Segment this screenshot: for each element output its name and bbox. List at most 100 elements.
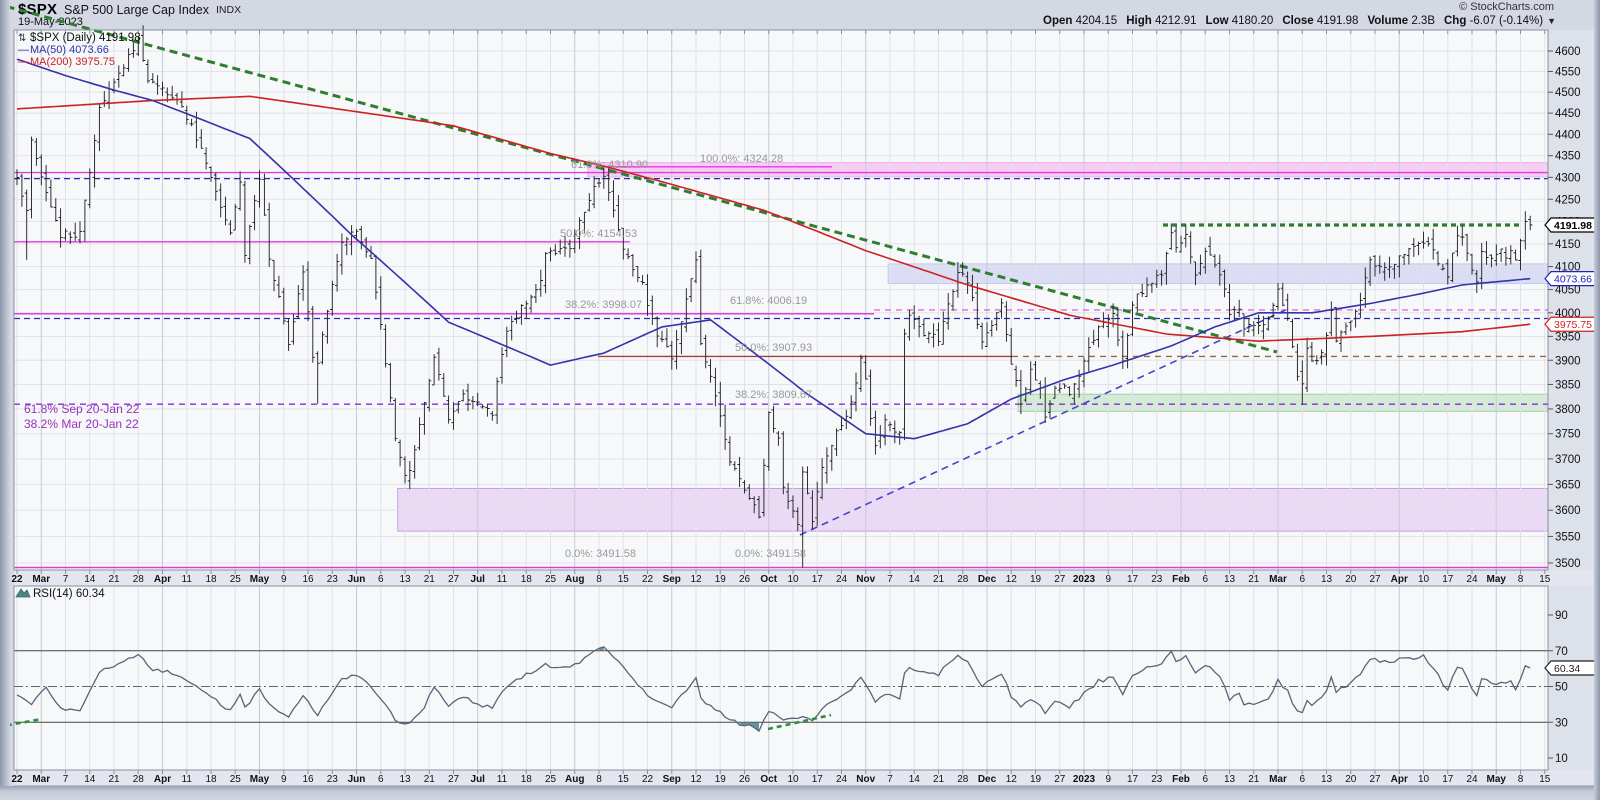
- svg-text:30: 30: [1555, 717, 1568, 729]
- svg-text:6: 6: [1299, 774, 1305, 785]
- svg-text:21: 21: [424, 574, 436, 585]
- svg-text:Jun: Jun: [348, 774, 366, 785]
- svg-text:17: 17: [1442, 774, 1454, 785]
- volume-value: 2.3B: [1411, 15, 1435, 27]
- svg-text:13: 13: [399, 774, 411, 785]
- svg-text:25: 25: [230, 574, 242, 585]
- rsi-trend-segment: [0, 717, 43, 728]
- svg-text:14: 14: [909, 774, 921, 785]
- svg-text:24: 24: [1466, 574, 1478, 585]
- svg-text:Dec: Dec: [978, 774, 997, 785]
- svg-text:21: 21: [933, 774, 945, 785]
- svg-text:2023: 2023: [1073, 574, 1096, 585]
- exchange-label: INDX: [216, 4, 242, 16]
- svg-text:61.8%: 4310.90: 61.8%: 4310.90: [571, 159, 648, 171]
- svg-text:10: 10: [1418, 774, 1430, 785]
- ma200-legend: MA(200) 3975.75: [30, 56, 115, 68]
- symbol-label[interactable]: $SPX: [18, 1, 58, 18]
- svg-text:Jul: Jul: [471, 774, 486, 785]
- svg-text:8: 8: [1518, 574, 1524, 585]
- svg-text:—: —: [18, 56, 29, 68]
- svg-text:3650: 3650: [1555, 479, 1581, 491]
- svg-text:Apr: Apr: [1391, 774, 1408, 785]
- svg-text:3800: 3800: [1555, 404, 1581, 416]
- svg-text:28: 28: [957, 774, 969, 785]
- chart-date: 19-May-2023: [18, 16, 83, 28]
- svg-text:27: 27: [1369, 574, 1381, 585]
- fibonacci-lines: [14, 166, 1548, 569]
- svg-text:4350: 4350: [1555, 151, 1581, 163]
- svg-text:3900: 3900: [1555, 355, 1581, 367]
- svg-text:23: 23: [327, 774, 339, 785]
- svg-text:Aug: Aug: [565, 774, 584, 785]
- rsi-pane: [0, 646, 1548, 733]
- quote-strip: Open 4204.15 High 4212.91 Low 4180.20 Close…: [1034, 15, 1556, 27]
- copyright: © StockCharts.com: [1459, 1, 1554, 13]
- svg-text:4191.98: 4191.98: [1554, 220, 1592, 232]
- svg-text:10: 10: [1418, 574, 1430, 585]
- main-legend: ⇅ $SPX (Daily) 4191.98— MA(50) 4073.66— MA(…: [18, 32, 141, 68]
- left-edge-shade: [0, 0, 10, 800]
- svg-text:18: 18: [205, 574, 217, 585]
- svg-text:Nov: Nov: [856, 774, 875, 785]
- open-value: 4204.15: [1075, 15, 1118, 27]
- svg-text:28: 28: [957, 574, 969, 585]
- svg-text:22: 22: [642, 774, 654, 785]
- svg-text:9: 9: [1105, 774, 1111, 785]
- chg-value: -6.07 (-0.14%): [1469, 15, 1544, 27]
- svg-text:27: 27: [448, 774, 460, 785]
- svg-text:22: 22: [642, 574, 654, 585]
- svg-text:17: 17: [1127, 574, 1139, 585]
- svg-text:Feb: Feb: [1172, 774, 1190, 785]
- svg-text:4400: 4400: [1555, 129, 1581, 141]
- svg-text:27: 27: [1369, 774, 1381, 785]
- svg-text:7: 7: [887, 574, 893, 585]
- svg-text:Sep: Sep: [663, 574, 681, 585]
- svg-text:16: 16: [302, 774, 314, 785]
- ma50-line: [16, 58, 1531, 440]
- svg-text:50.0%: 3907.93: 50.0%: 3907.93: [735, 342, 812, 354]
- svg-text:11: 11: [182, 774, 193, 785]
- svg-text:70: 70: [1555, 646, 1568, 658]
- svg-text:Mar: Mar: [1269, 574, 1287, 585]
- svg-text:18: 18: [521, 574, 533, 585]
- svg-text:18: 18: [205, 774, 217, 785]
- ma200-line: [16, 95, 1531, 343]
- low-label: Low: [1205, 15, 1229, 27]
- svg-text:3750: 3750: [1555, 429, 1581, 441]
- svg-text:3950: 3950: [1555, 331, 1581, 343]
- svg-text:22: 22: [11, 574, 23, 585]
- svg-text:4550: 4550: [1555, 66, 1581, 78]
- high-value: 4212.91: [1154, 15, 1197, 27]
- svg-text:10: 10: [787, 774, 799, 785]
- svg-text:14: 14: [84, 774, 96, 785]
- svg-text:38.2%: 3809.67: 38.2%: 3809.67: [735, 389, 812, 401]
- fib-annotation: 38.2% Mar 20-Jan 22: [24, 417, 139, 431]
- svg-text:12: 12: [1006, 574, 1018, 585]
- svg-text:3550: 3550: [1555, 531, 1581, 543]
- chg-dropdown-icon[interactable]: ▼: [1547, 16, 1556, 26]
- svg-text:4500: 4500: [1555, 87, 1581, 99]
- svg-text:Oct: Oct: [760, 574, 777, 585]
- svg-text:10: 10: [1555, 753, 1568, 765]
- svg-text:15: 15: [1539, 774, 1551, 785]
- fibonacci-labels: 100.0%: 4324.28 61.8%: 4310.90 50.0%: 4154…: [24, 153, 812, 560]
- svg-text:23: 23: [327, 574, 339, 585]
- svg-text:6: 6: [1202, 574, 1208, 585]
- symbol-name: S&P 500 Large Cap Index: [64, 3, 210, 17]
- svg-text:28: 28: [133, 574, 145, 585]
- svg-text:3500: 3500: [1555, 558, 1581, 570]
- svg-text:7: 7: [63, 774, 69, 785]
- svg-text:24: 24: [836, 774, 848, 785]
- svg-text:11: 11: [497, 774, 508, 785]
- rsi-line: [16, 646, 1531, 733]
- svg-text:7: 7: [887, 774, 893, 785]
- svg-text:9: 9: [281, 774, 287, 785]
- rsi-trend-segment: [767, 713, 832, 731]
- svg-text:13: 13: [1224, 574, 1236, 585]
- fib-annotation: 61.8% Sep 20-Jan 22: [24, 402, 140, 416]
- svg-text:Jul: Jul: [471, 574, 486, 585]
- svg-text:25: 25: [545, 574, 557, 585]
- svg-text:May: May: [1487, 774, 1507, 785]
